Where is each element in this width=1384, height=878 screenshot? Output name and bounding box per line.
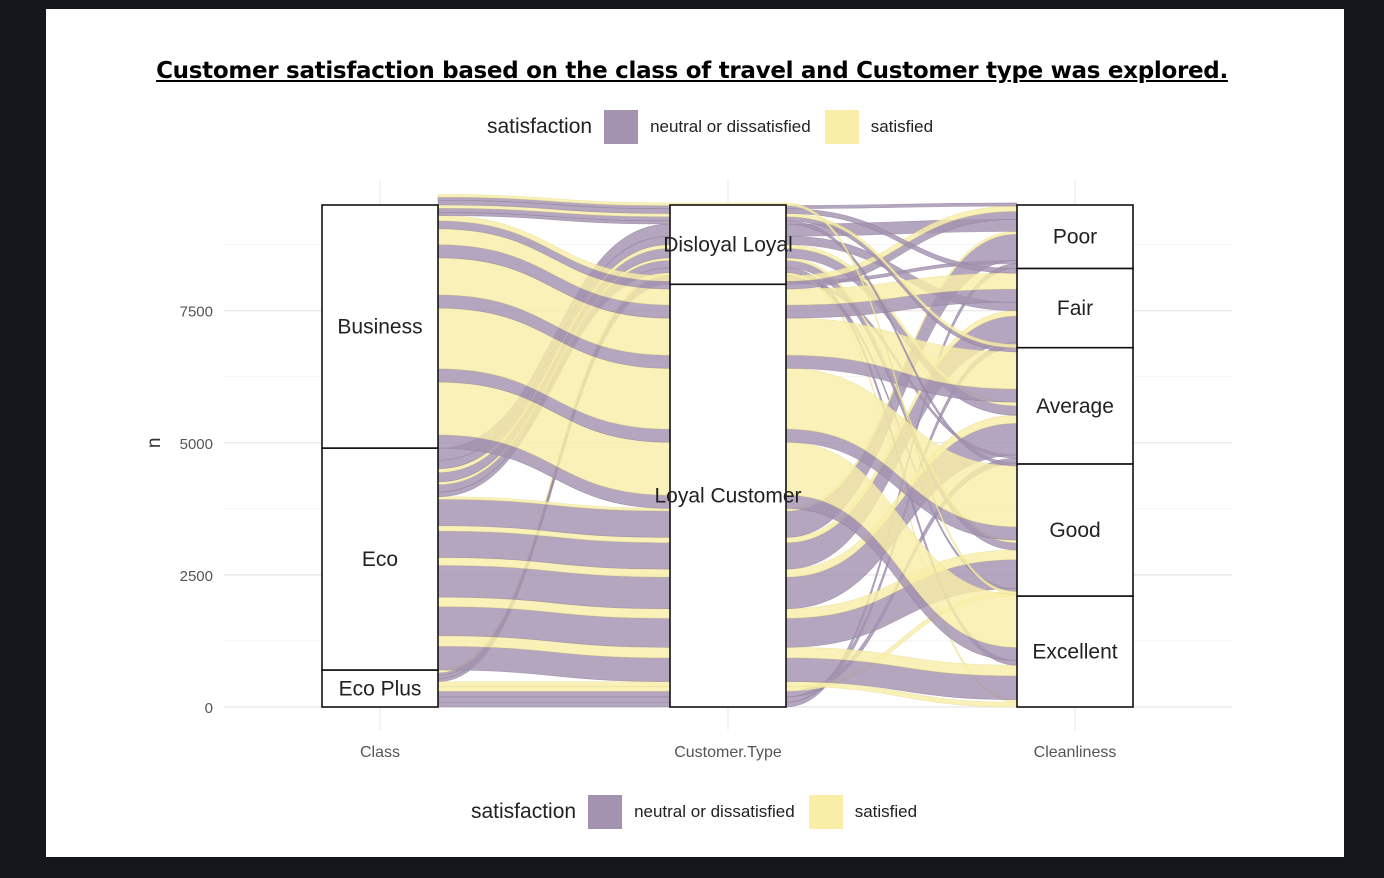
stratum-label: Good: [1049, 519, 1100, 542]
stratum-label: Eco: [362, 548, 398, 571]
legend-label-dissatisfied: neutral or dissatisfied: [650, 117, 811, 136]
stratum-box: [321, 204, 439, 449]
stratum-box: [669, 283, 787, 708]
stratum-box: [669, 204, 787, 286]
axis-layer: Class Customer.Type Cleanliness 0 2500 5000 75…: [144, 304, 1116, 761]
stratum-label: Fair: [1057, 297, 1093, 320]
stratum-box: [1016, 595, 1134, 708]
axis-tick-label-x: Cleanliness: [1034, 744, 1117, 761]
axis-tick-label-y: 2500: [180, 568, 213, 585]
legend-swatch-dissatisfied: [604, 110, 639, 144]
legend-title: satisfaction: [471, 800, 577, 823]
legend-top: satisfaction neutral or dissatisfied sat…: [487, 110, 947, 144]
legend-label-satisfied: satisfied: [870, 117, 934, 136]
legend-swatch-dissatisfied: [588, 795, 623, 829]
stratum-label: Excellent: [1032, 641, 1117, 664]
legend-swatch-satisfied: [824, 110, 859, 144]
stratum-label: Disloyal Loyal: [663, 234, 793, 257]
stratum-box: [321, 669, 439, 708]
stratum-box: [1016, 267, 1134, 349]
stratum-box: [1016, 204, 1134, 270]
strata-layer: Eco Plus Eco Business Loyal Customer Disloya…: [321, 204, 1134, 708]
axis-tick-label-y: 5000: [180, 436, 213, 453]
legend-title: satisfaction: [487, 115, 593, 138]
axis-tick-label-x: Class: [360, 744, 400, 761]
legend-label-dissatisfied: neutral or dissatisfied: [634, 802, 795, 821]
stratum-label: Loyal Customer: [654, 485, 801, 508]
stratum-label: Eco Plus: [339, 678, 422, 701]
legend-bottom: satisfaction neutral or dissatisfied sat…: [471, 795, 931, 829]
axis-tick-label-y: 7500: [180, 304, 213, 321]
y-axis-title: n: [144, 438, 165, 449]
stratum-label: Poor: [1053, 226, 1097, 249]
page-title: Customer satisfaction based on the class…: [156, 58, 1228, 84]
stratum-label: Business: [337, 316, 422, 339]
stratum-label: Average: [1036, 395, 1114, 418]
axis-tick-label-x: Customer.Type: [674, 744, 782, 761]
legend-label-satisfied: satisfied: [854, 802, 918, 821]
axis-tick-label-y: 0: [205, 700, 213, 717]
legend-swatch-satisfied: [808, 795, 843, 829]
